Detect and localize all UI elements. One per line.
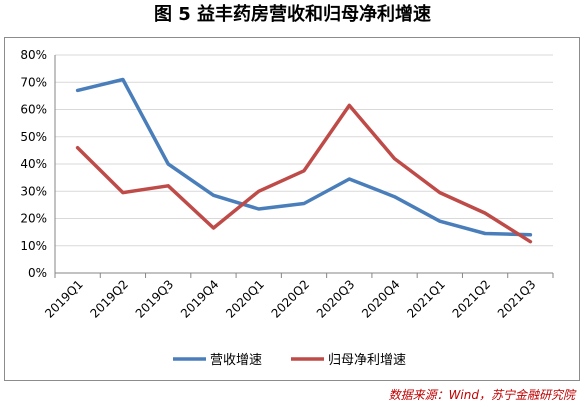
series-line-1 bbox=[75, 77, 533, 237]
x-tick-label: 2019Q3 bbox=[133, 277, 177, 321]
x-tick-label: 2021Q2 bbox=[450, 277, 494, 321]
x-tick-label: 2020Q2 bbox=[269, 277, 313, 321]
y-tick-label: 20% bbox=[20, 212, 47, 226]
legend: 营收增速 归母净利增速 bbox=[173, 353, 406, 368]
y-tick-label: 40% bbox=[20, 157, 47, 171]
series-line-2 bbox=[75, 103, 533, 244]
y-tick-label: 30% bbox=[20, 184, 47, 198]
y-tick-label: 50% bbox=[20, 130, 47, 144]
x-tick-label: 2021Q3 bbox=[495, 277, 539, 321]
y-tick-labels: 0% 10% 20% 30% 40% 50% 60% 70% 80% bbox=[20, 48, 47, 280]
y-tick-label: 70% bbox=[20, 75, 47, 89]
gridlines bbox=[55, 54, 553, 247]
x-tick-label: 2020Q3 bbox=[314, 277, 358, 321]
chart-title: 图 5 益丰药房营收和归母净利增速 bbox=[153, 4, 432, 25]
x-tick-label: 2019Q4 bbox=[178, 277, 222, 321]
data-source-note: 数据来源：Wind，苏宁金融研究院 bbox=[388, 388, 575, 402]
chart-frame: 0% 10% 20% 30% 40% 50% 60% 70% 80% 2019Q1 2019Q2 2… bbox=[4, 37, 580, 381]
legend-label-1: 营收增速 bbox=[210, 353, 262, 368]
x-tick-label: 2020Q1 bbox=[223, 277, 267, 321]
x-tick-labels: 2019Q1 2019Q2 2019Q3 2019Q4 2020Q1 2020Q2 2020… bbox=[42, 277, 538, 321]
y-tick-label: 0% bbox=[28, 266, 47, 280]
legend-label-2: 归母净利增速 bbox=[328, 353, 406, 368]
x-tick-label: 2019Q1 bbox=[42, 277, 86, 321]
line-chart: 0%10%20%30%40%50%60%70%80% 2019Q1 2019Q2 2… bbox=[20, 48, 554, 368]
y-tick-label: 60% bbox=[20, 103, 47, 117]
y-tick-label: 80% bbox=[20, 48, 47, 62]
x-tick-label: 2021Q1 bbox=[404, 277, 448, 321]
y-tick-label: 10% bbox=[20, 239, 47, 253]
x-tick-label: 2019Q2 bbox=[87, 277, 131, 321]
x-tick-label: 2020Q4 bbox=[359, 277, 403, 321]
axes bbox=[54, 55, 554, 278]
series-lines bbox=[75, 77, 533, 244]
